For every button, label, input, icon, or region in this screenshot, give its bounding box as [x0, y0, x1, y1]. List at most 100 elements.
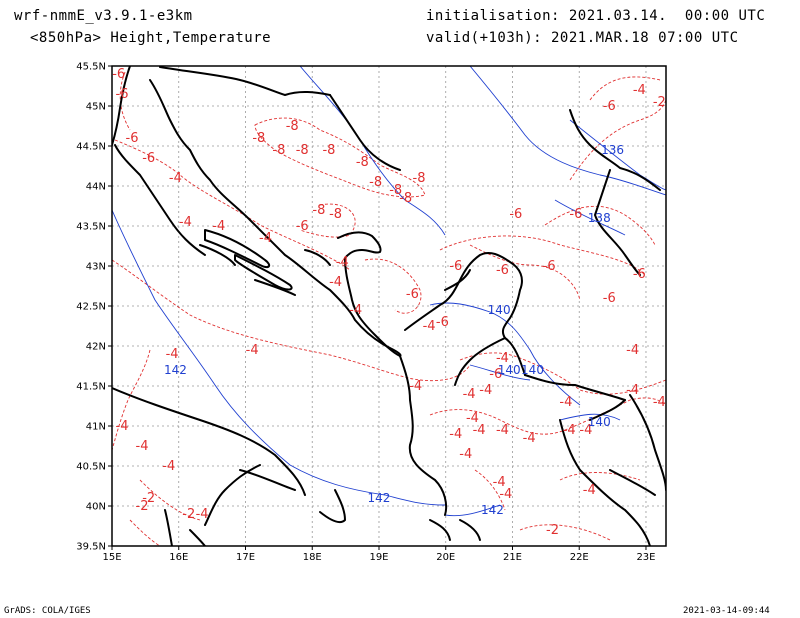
lat-tick-label: 44N — [86, 182, 106, 193]
temperature-contour-label: -4 — [246, 343, 259, 358]
temperature-contour-label: -6 — [543, 259, 556, 274]
lat-tick-label: 39.5N — [76, 542, 106, 553]
temperature-contour-label: -4 — [409, 379, 422, 394]
lat-tick-label: 42N — [86, 342, 106, 353]
temperature-contour-label: -4 — [563, 423, 576, 438]
temperature-contour-label: -6 — [296, 219, 309, 234]
height-contour-label: 140 — [488, 303, 511, 317]
temperature-contour-label: -4 — [559, 395, 572, 410]
temperature-contour-label: -8 — [399, 191, 412, 206]
lat-tick-label: 43N — [86, 262, 106, 273]
temperature-contour-label: -2 — [653, 95, 666, 110]
height-contour-label: 142 — [368, 491, 391, 505]
init-time: initialisation: 2021.03.14. 00:00 UTC — [426, 8, 766, 24]
lon-tick-label: 15E — [102, 552, 121, 563]
temperature-contour-label: -2 — [546, 523, 559, 538]
temperature-contour-label: -4 — [496, 423, 509, 438]
temperature-contours — [112, 71, 666, 546]
temperature-contour-label: -2 — [136, 499, 149, 514]
temperature-contour-label: -6 — [142, 151, 155, 166]
temperature-contour-label: -6 — [569, 207, 582, 222]
temperature-contour-label: -4 — [523, 431, 536, 446]
temperature-contour-label: -4 — [116, 419, 129, 434]
height-contour-label: 142 — [481, 503, 504, 517]
temperature-contour-label: -4 — [653, 395, 666, 410]
lon-tick-label: 19E — [369, 552, 388, 563]
model-title: wrf-nmmE_v3.9.1-e3km — [14, 8, 193, 24]
temperature-contour-label: -8 — [369, 175, 382, 190]
temperature-contour-label: -4 — [169, 171, 182, 186]
coastlines — [112, 66, 666, 546]
temperature-contour-label: -8 — [356, 155, 369, 170]
temperature-contour-label: -4 — [349, 303, 362, 318]
temperature-contour-label: -4 — [626, 383, 639, 398]
temperature-contour-label: -6 — [509, 207, 522, 222]
temperature-contour-label: -8 — [322, 143, 335, 158]
lon-tick-label: 20E — [436, 552, 455, 563]
temperature-contour-label: -4 — [583, 483, 596, 498]
temperature-contour-label: -4 — [449, 427, 462, 442]
lon-tick-label: 22E — [570, 552, 589, 563]
latitude-ticks: 39.5N 40N 40.5N 41N 41.5N 42N 42.5N 43N 43.5N 44N… — [76, 62, 112, 553]
temperature-contour-label: -8 — [252, 131, 265, 146]
temperature-contour-label: -6 — [406, 287, 419, 302]
temperature-contour-label: -4 — [473, 423, 486, 438]
height-contour-label: 140 — [588, 415, 611, 429]
temperature-contour-label: -6 — [633, 267, 646, 282]
temperature-contour-label: -8 — [272, 143, 285, 158]
lat-tick-label: 44.5N — [76, 142, 106, 153]
temperature-contour-label: -6 — [489, 367, 502, 382]
temperature-contour-label: -8 — [312, 203, 325, 218]
height-contour-label: 136 — [601, 143, 624, 157]
height-contours — [112, 66, 666, 517]
temperature-contour-label: -4 — [166, 347, 179, 362]
temperature-contour-label: -4 — [626, 343, 639, 358]
lat-tick-label: 40N — [86, 502, 106, 513]
temperature-contour-label: -4 — [579, 423, 592, 438]
lat-tick-label: 43.5N — [76, 222, 106, 233]
temperature-contour-label: -4 — [162, 459, 175, 474]
temperature-contour-label: -8 — [389, 183, 402, 198]
temperature-labels: -6-6-6-6-4-4 -4-8-8-8 -8 -8-8-8-8-8-8-8 -8-6… — [112, 67, 666, 538]
temperature-contour-label: -4 — [499, 487, 512, 502]
lat-tick-label: 42.5N — [76, 302, 106, 313]
temperature-contour-label: -6 — [603, 99, 616, 114]
grads-credit: GrADS: COLA/IGES — [4, 606, 91, 616]
temperature-contour-label: -2 — [182, 507, 195, 522]
temperature-contour-label: -6 — [496, 263, 509, 278]
temperature-contour-label: -6 — [436, 315, 449, 330]
lon-tick-label: 18E — [303, 552, 322, 563]
lat-tick-label: 41N — [86, 422, 106, 433]
lat-tick-label: 45.5N — [76, 62, 106, 73]
height-contour-label: 140 — [498, 363, 521, 377]
temperature-contour-label: -2 — [142, 491, 155, 506]
grid-lines — [112, 66, 666, 546]
temperature-contour-label: -6 — [112, 67, 125, 82]
temperature-contour-label: -4 — [212, 219, 225, 234]
temperature-contour-label: -8 — [296, 143, 309, 158]
temperature-contour-label: -4 — [336, 255, 349, 270]
height-contour-label: 138 — [588, 211, 611, 225]
temperature-contour-label: -8 — [413, 171, 426, 186]
temperature-contour-label: -4 — [329, 275, 342, 290]
temperature-contour-label: -6 — [603, 291, 616, 306]
lat-tick-label: 41.5N — [76, 382, 106, 393]
temperature-contour-label: -4 — [259, 231, 272, 246]
lat-tick-label: 40.5N — [76, 462, 106, 473]
lon-tick-label: 17E — [236, 552, 255, 563]
temperature-contour-label: -4 — [136, 439, 149, 454]
temperature-contour-label: -4 — [479, 383, 492, 398]
lon-tick-label: 23E — [636, 552, 655, 563]
height-contour-label: 140 — [521, 363, 544, 377]
temperature-contour-label: -8 — [286, 119, 299, 134]
temperature-contour-label: -4 — [196, 507, 209, 522]
temperature-contour-label: -4 — [179, 215, 192, 230]
lon-tick-label: 21E — [503, 552, 522, 563]
temperature-contour-label: -4 — [466, 411, 479, 426]
lat-tick-label: 45N — [86, 102, 106, 113]
temperature-contour-label: -8 — [329, 207, 342, 222]
temperature-contour-label: -4 — [423, 319, 436, 334]
longitude-ticks: 15E 16E 17E 18E 19E 20E 21E 22E 23E — [102, 546, 655, 563]
